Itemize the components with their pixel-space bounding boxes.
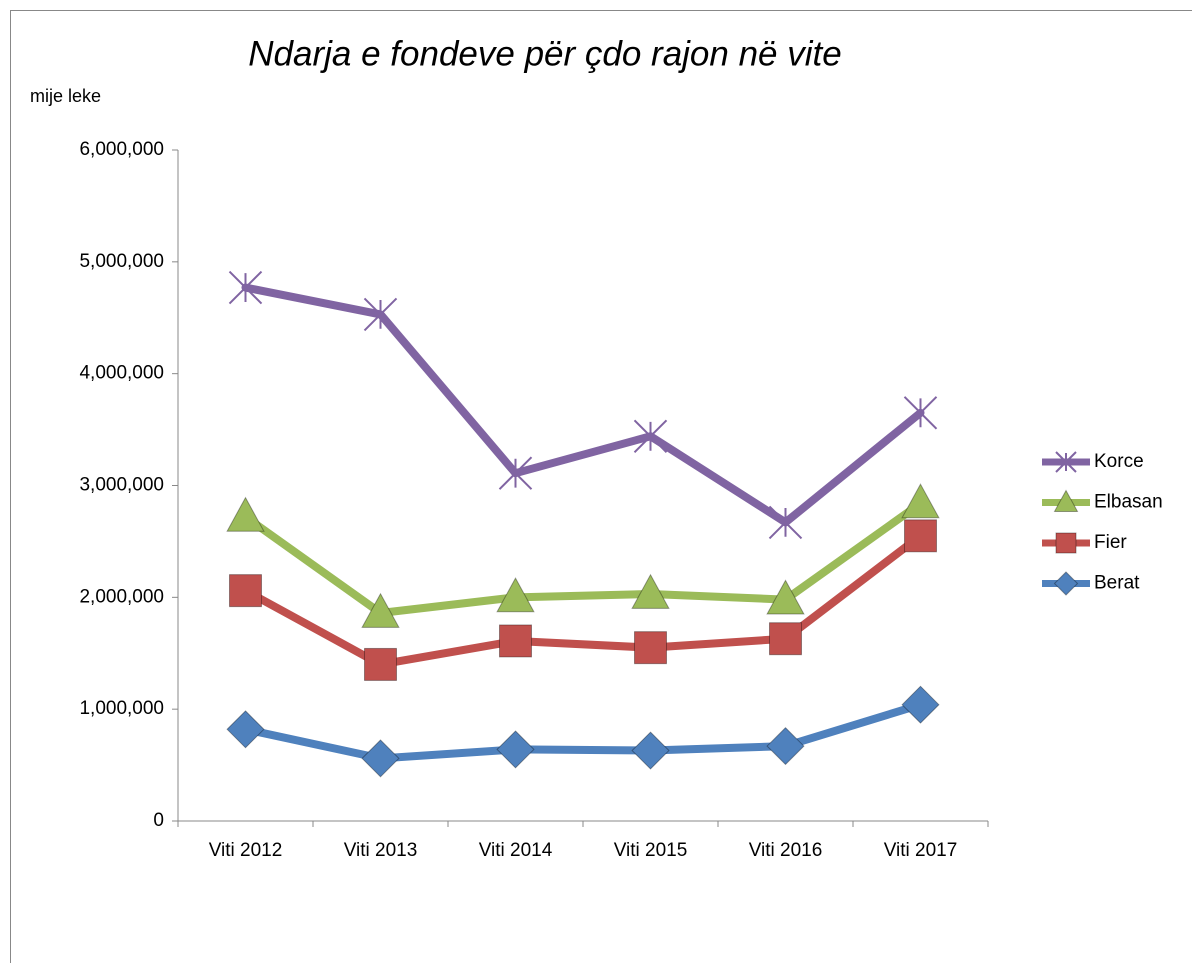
- marker: [226, 710, 265, 749]
- x-tick-label: Viti 2013: [344, 840, 418, 861]
- marker: [499, 624, 532, 658]
- y-tick-label: 2,000,000: [79, 586, 164, 607]
- y-tick-label: 3,000,000: [79, 475, 164, 496]
- marker: [769, 622, 802, 656]
- legend-label: Fier: [1094, 532, 1127, 553]
- x-tick-label: Viti 2015: [614, 840, 688, 861]
- marker: [496, 730, 535, 769]
- marker: [633, 419, 668, 454]
- legend-label: Korce: [1094, 451, 1144, 472]
- y-tick-label: 4,000,000: [79, 363, 164, 384]
- y-tick-label: 1,000,000: [79, 698, 164, 719]
- x-tick-label: Viti 2014: [479, 840, 553, 861]
- marker: [361, 592, 400, 628]
- y-axis-label: mije leke: [30, 86, 101, 106]
- y-tick-label: 0: [153, 810, 164, 831]
- chart-border: [10, 10, 1192, 963]
- marker: [1055, 532, 1077, 554]
- marker: [631, 731, 670, 770]
- marker: [498, 456, 533, 490]
- marker: [766, 579, 805, 615]
- marker: [631, 573, 670, 609]
- legend-label: Berat: [1094, 573, 1140, 594]
- series-line: [241, 283, 925, 527]
- marker: [496, 577, 535, 613]
- marker: [1053, 571, 1079, 596]
- series-line: [241, 531, 925, 669]
- marker: [364, 647, 397, 681]
- marker: [901, 483, 940, 519]
- marker: [768, 505, 803, 540]
- marker: [901, 685, 940, 724]
- x-tick-label: Viti 2016: [749, 840, 823, 861]
- marker: [226, 496, 265, 532]
- marker: [904, 519, 937, 553]
- marker: [229, 574, 262, 608]
- marker: [634, 631, 667, 665]
- series-line: [241, 499, 925, 617]
- x-tick-label: Viti 2012: [209, 840, 283, 861]
- marker: [363, 297, 398, 332]
- marker: [903, 396, 938, 430]
- marker: [361, 739, 400, 778]
- y-tick-label: 6,000,000: [79, 139, 164, 160]
- marker: [1055, 451, 1077, 473]
- y-tick-label: 5,000,000: [79, 251, 164, 272]
- marker: [766, 726, 805, 766]
- chart-title: Ndarja e fondeve për çdo rajon në vite: [248, 34, 841, 73]
- marker: [1053, 489, 1079, 512]
- legend-label: Elbasan: [1094, 492, 1163, 513]
- x-tick-label: Viti 2017: [884, 840, 958, 861]
- series-line: [241, 700, 925, 763]
- marker: [228, 270, 263, 305]
